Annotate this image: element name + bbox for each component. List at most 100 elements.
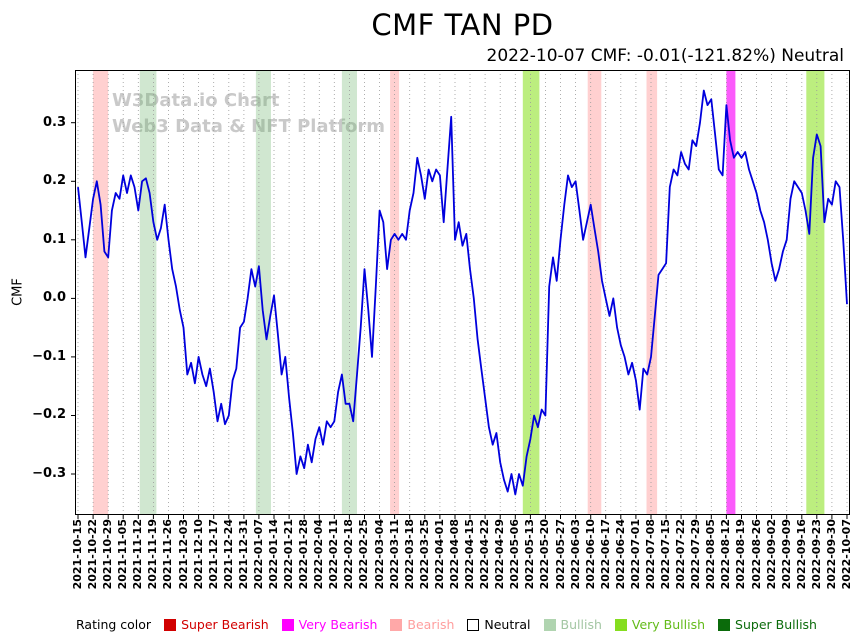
rating-band-bullish — [341, 70, 357, 515]
x-tick-label: 2022-04-29 — [493, 519, 507, 590]
rating-band-very_bullish — [522, 70, 540, 515]
rating-band-bullish — [255, 70, 271, 515]
x-tick-label: 2022-04-01 — [433, 519, 446, 590]
legend-item: Bearish — [390, 617, 454, 632]
legend-item: Super Bearish — [164, 617, 269, 632]
x-tick-label: 2022-01-21 — [282, 519, 296, 590]
rating-band-bearish — [646, 70, 658, 515]
y-tick-label: 0.2 — [42, 173, 66, 189]
rating-band-bearish — [390, 70, 400, 515]
x-tick-label: 2022-05-13 — [523, 519, 537, 590]
x-tick-label: 2022-07-01 — [629, 519, 643, 590]
x-tick-label: 2021-10-22 — [86, 519, 100, 590]
y-tick-label: 0.0 — [42, 290, 66, 306]
y-tick-label: −0.1 — [32, 348, 66, 364]
x-tick-label: 2022-04-08 — [448, 519, 462, 590]
legend-item: Bullish — [543, 617, 602, 632]
rating-band-very_bullish — [806, 70, 825, 515]
rating-band-bearish — [93, 70, 109, 515]
x-tick-label: 2022-01-14 — [267, 519, 281, 590]
rating-legend: Rating color Super Bearish Very Bearish … — [76, 617, 817, 632]
x-tick-label: 2021-12-24 — [221, 519, 235, 590]
legend-item: Super Bullish — [718, 617, 817, 632]
x-tick-label: 2021-11-05 — [116, 519, 130, 590]
x-tick-label: 2021-10-15 — [71, 519, 85, 590]
watermark-line1: W3Data.io Chart — [112, 90, 280, 111]
rating-band-bearish — [587, 70, 602, 515]
x-tick-label: 2022-08-19 — [734, 519, 748, 590]
legend-item: Very Bullish — [614, 617, 706, 632]
x-tick-label: 2022-05-06 — [508, 519, 522, 590]
x-tick-label: 2022-02-25 — [357, 519, 371, 590]
x-tick-label: 2021-11-19 — [146, 519, 160, 590]
x-tick-label: 2022-10-07 — [840, 519, 854, 590]
x-tick-label: 2022-09-09 — [779, 519, 793, 590]
x-tick-label: 2022-06-10 — [583, 519, 597, 590]
x-tick-label: 2022-09-23 — [809, 519, 823, 590]
rating-band-very_bearish — [726, 70, 736, 515]
plot-svg — [71, 70, 850, 519]
x-tick-label: 2022-03-18 — [402, 519, 416, 590]
cmf-line — [77, 89, 848, 496]
x-tick-label: 2022-01-28 — [297, 519, 311, 590]
plot-frame — [75, 70, 850, 515]
legend-swatch — [543, 618, 556, 631]
legend-swatch — [281, 618, 294, 631]
x-tick-label: 2022-03-25 — [417, 519, 431, 590]
y-tick-label: 0.1 — [42, 231, 66, 247]
x-tick-label: 2021-12-17 — [206, 519, 220, 590]
legend-item-label: Very Bullish — [631, 617, 706, 632]
x-tick-label: 2021-12-10 — [191, 519, 205, 590]
x-tick-label: 2022-07-29 — [689, 519, 703, 590]
x-tick-label: 2022-02-11 — [327, 519, 341, 590]
legend-title: Rating color — [76, 617, 152, 632]
x-tick-label: 2022-07-08 — [644, 519, 658, 590]
legend-swatch — [718, 618, 731, 631]
rating-band-bullish — [139, 70, 157, 515]
y-tick-label: −0.3 — [32, 466, 66, 481]
x-tick-label: 2022-02-04 — [312, 519, 326, 590]
legend-swatch — [467, 618, 480, 631]
legend-item: Neutral — [467, 617, 531, 632]
x-tick-label: 2022-06-17 — [598, 519, 612, 590]
legend-item: Very Bearish — [281, 617, 378, 632]
legend-swatch — [164, 618, 177, 631]
legend-swatch — [614, 618, 627, 631]
watermark-line2: Web3 Data & NFT Platform — [112, 116, 386, 137]
x-tick-label: 2022-01-07 — [252, 519, 266, 590]
legend-item-label: Bullish — [560, 617, 602, 632]
legend-item-label: Super Bullish — [735, 617, 817, 632]
x-tick-label: 2022-06-03 — [568, 519, 582, 590]
x-tick-label: 2022-04-22 — [478, 519, 492, 590]
x-tick-label: 2022-07-22 — [674, 519, 688, 590]
x-tick-label: 2022-08-05 — [704, 519, 718, 590]
x-tick-label: 2022-02-18 — [342, 519, 356, 590]
x-tick-label: 2022-08-12 — [719, 519, 733, 590]
watermark: W3Data.io Chart Web3 Data & NFT Platform — [112, 88, 385, 140]
x-tick-label: 2021-11-26 — [161, 519, 175, 590]
x-tick-label: 2021-11-12 — [131, 519, 145, 590]
x-tick-label: 2022-03-11 — [387, 519, 401, 590]
legend-item-label: Neutral — [484, 617, 531, 632]
x-tick-label: 2022-05-27 — [553, 519, 567, 590]
chart-subtitle: 2022-10-07 CMF: -0.01(-121.82%) Neutral — [486, 46, 845, 66]
x-tick-label: 2022-09-16 — [794, 519, 808, 590]
legend-swatch — [390, 618, 403, 631]
x-tick-label: 2022-09-02 — [764, 519, 778, 590]
y-tick-label: −0.2 — [32, 407, 66, 423]
legend-item-label: Super Bearish — [181, 617, 269, 632]
x-tick-label: 2022-08-26 — [749, 519, 763, 590]
chart-title: CMF TAN PD — [371, 8, 554, 42]
x-tick-label: 2021-12-31 — [236, 519, 250, 590]
legend-item-label: Bearish — [407, 617, 455, 632]
y-tick-label: 0.3 — [42, 114, 66, 130]
x-tick-label: 2021-12-03 — [176, 519, 190, 590]
x-tick-label: 2022-07-15 — [659, 519, 673, 590]
x-tick-label: 2021-10-29 — [101, 519, 115, 590]
x-tick-label: 2022-03-04 — [372, 519, 386, 590]
x-tick-label: 2022-05-20 — [538, 519, 552, 590]
legend-item-label: Very Bearish — [298, 617, 378, 632]
x-tick-label: 2022-09-30 — [825, 519, 839, 590]
x-tick-label: 2022-04-15 — [463, 519, 477, 590]
